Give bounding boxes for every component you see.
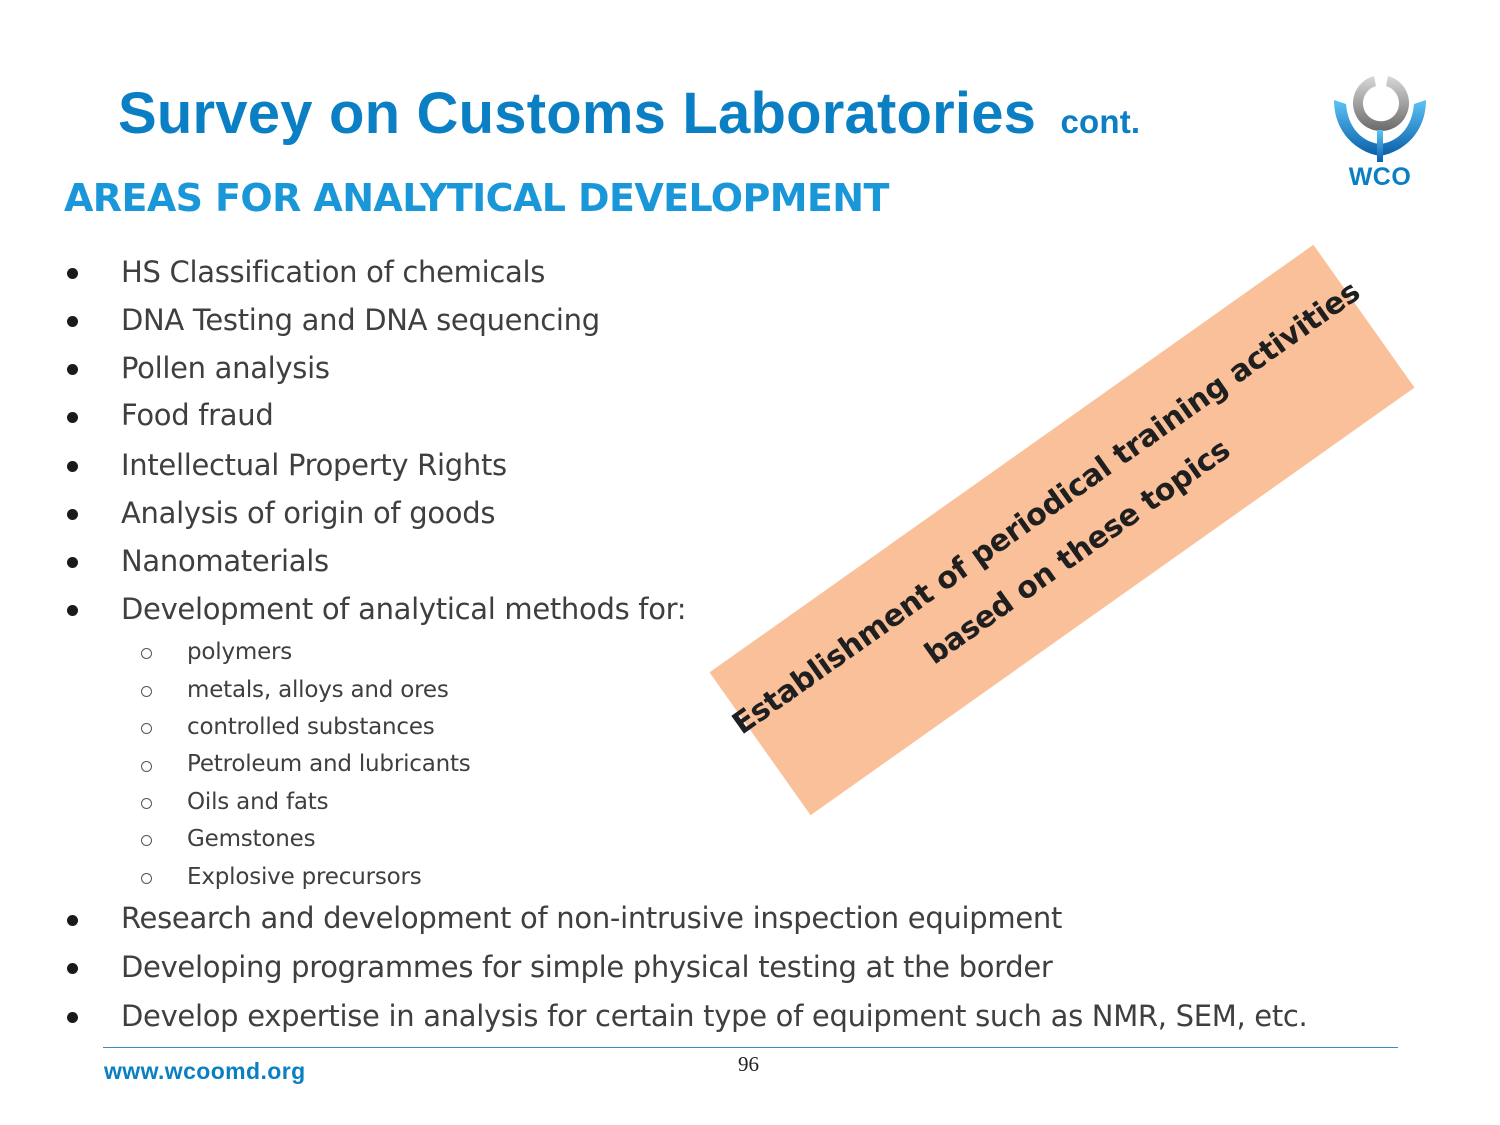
sub-bullet-circle-icon	[141, 648, 152, 659]
sub-bullet-item: Explosive precursors	[187, 864, 422, 890]
bullet-item: Food fraud	[121, 398, 274, 432]
bullet-item: Analysis of origin of goods	[121, 496, 496, 530]
sub-bullet-item: metals, alloys and ores	[187, 677, 449, 703]
bullet-dot-icon	[67, 364, 78, 375]
sub-bullet-circle-icon	[141, 873, 152, 884]
bullet-item: Nanomaterials	[121, 544, 329, 578]
slide-title-suffix: cont.	[1060, 103, 1141, 140]
footer-divider	[103, 1047, 1398, 1048]
sub-bullet-circle-icon	[141, 723, 152, 734]
page-number: 96	[738, 1052, 759, 1076]
sub-bullet-item: controlled substances	[187, 714, 435, 740]
bullet-dot-icon	[67, 461, 78, 472]
sub-bullet-circle-icon	[141, 686, 152, 697]
bullet-item: Research and development of non-intrusiv…	[121, 901, 1063, 935]
bullet-dot-icon	[67, 915, 78, 926]
sub-bullet-item: Gemstones	[187, 826, 316, 852]
bullet-dot-icon	[67, 316, 78, 327]
bullet-item: Pollen analysis	[121, 351, 330, 385]
bullet-item: HS Classification of chemicals	[121, 255, 546, 289]
bullet-dot-icon	[67, 605, 78, 616]
bullet-dot-icon	[67, 268, 78, 279]
wco-logo-icon	[1334, 76, 1426, 162]
training-callout-banner: Establishment of periodical training act…	[709, 244, 1415, 816]
banner-line-1: Establishment of periodical training act…	[725, 273, 1367, 742]
wco-logo-text: WCO	[1348, 163, 1412, 191]
sub-bullet-circle-icon	[141, 798, 152, 809]
footer-website-link[interactable]: www.wcoomd.org	[104, 1058, 306, 1084]
bullet-item: DNA Testing and DNA sequencing	[121, 303, 600, 337]
sub-bullet-item: Petroleum and lubricants	[187, 751, 471, 777]
slide-title-text: Survey on Customs Laboratories	[118, 81, 1037, 146]
slide-title: Survey on Customs Laboratories cont.	[118, 80, 1140, 147]
bullet-dot-icon	[67, 412, 78, 423]
bullet-item: Developing programmes for simple physica…	[121, 950, 1053, 984]
bullet-item: Development of analytical methods for:	[121, 592, 687, 626]
sub-bullet-item: polymers	[187, 639, 293, 665]
bullet-dot-icon	[67, 1012, 78, 1023]
slide-subtitle: AREAS FOR ANALYTICAL DEVELOPMENT	[64, 176, 889, 220]
sub-bullet-circle-icon	[141, 761, 152, 772]
bullet-dot-icon	[67, 509, 78, 520]
bullet-item: Develop expertise in analysis for certai…	[121, 999, 1308, 1033]
sub-bullet-circle-icon	[141, 835, 152, 846]
sub-bullet-item: Oils and fats	[187, 789, 329, 815]
bullet-item: Intellectual Property Rights	[121, 448, 507, 482]
bullet-dot-icon	[67, 963, 78, 974]
bullet-dot-icon	[67, 557, 78, 568]
